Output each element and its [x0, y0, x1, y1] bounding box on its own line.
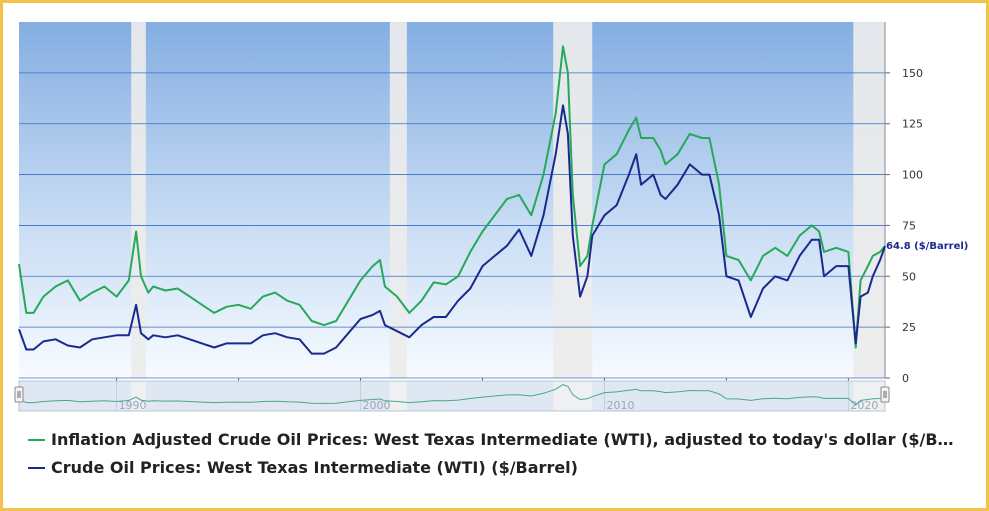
y-tick-label: 0	[902, 372, 909, 385]
navigator[interactable]: 1990 2000 2010 2020	[14, 380, 890, 412]
frame-border-bottom	[0, 508, 989, 511]
y-tick-label: 125	[902, 118, 923, 131]
plot-area	[19, 22, 885, 378]
navigator-series-line	[18, 384, 886, 406]
legend-swatch-green	[28, 438, 45, 441]
frame-border-right	[986, 0, 989, 511]
recession-band	[389, 22, 407, 378]
frame-border-top	[0, 0, 989, 3]
legend-item-inflation-adjusted[interactable]: Inflation Adjusted Crude Oil Prices: Wes…	[28, 430, 958, 449]
navigator-tick-label: 2020	[850, 399, 878, 412]
navigator-recession-band	[853, 381, 885, 411]
y-tick-label: 25	[902, 321, 916, 334]
y-tick-label: 150	[902, 67, 923, 80]
recession-band	[131, 22, 146, 378]
navigator-tick-label: 1990	[119, 399, 147, 412]
last-value-label: 64.8 ($/Barrel)	[886, 241, 968, 252]
y-axis: 0 25 50 75 100 125 150	[884, 22, 923, 385]
grid-lines	[19, 72, 885, 379]
navigator-tick-label: 2010	[606, 399, 634, 412]
legend-swatch-blue	[28, 466, 45, 469]
y-tick-label: 75	[902, 219, 916, 232]
legend-label-inflation-adjusted: Inflation Adjusted Crude Oil Prices: Wes…	[51, 430, 954, 449]
series-line-wti	[18, 104, 886, 355]
series-line-inflation-adjusted	[18, 45, 886, 349]
navigator-recession-band	[389, 381, 407, 411]
navigator-recession-band	[553, 381, 593, 411]
legend-label-wti: Crude Oil Prices: West Texas Intermediat…	[51, 458, 578, 477]
series-lines	[18, 45, 886, 355]
navigator-background	[19, 381, 885, 411]
navigator-handle-left[interactable]	[14, 386, 24, 403]
y-tick-label: 50	[902, 270, 916, 283]
navigator-recession-band	[131, 381, 146, 411]
frame-border-left	[0, 0, 3, 511]
y-tick-label: 100	[902, 169, 923, 182]
navigator-tick-label: 2000	[363, 399, 391, 412]
navigator-handle-right[interactable]	[880, 386, 890, 403]
legend-item-wti[interactable]: Crude Oil Prices: West Texas Intermediat…	[28, 458, 958, 477]
recession-shading	[131, 22, 885, 378]
